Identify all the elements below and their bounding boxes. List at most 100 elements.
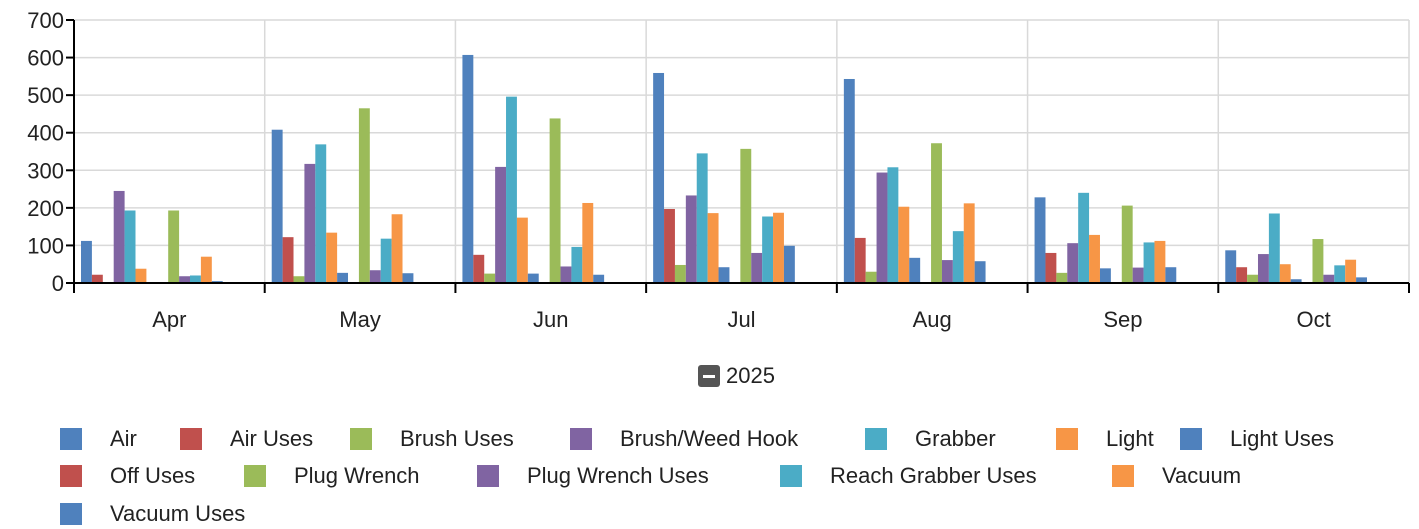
bar-air-uses-aug[interactable] (854, 237, 866, 283)
bar-plug-wrench-sep[interactable] (1121, 205, 1133, 283)
legend-item-off-uses[interactable]: Off Uses (60, 461, 195, 491)
bar-air-uses-may[interactable] (282, 237, 294, 283)
legend-item-brush-weed-hook[interactable]: Brush/Weed Hook (570, 424, 798, 454)
bar-brush-uses-jul[interactable] (674, 264, 686, 283)
bar-air-jun[interactable] (462, 54, 474, 283)
legend-swatch (180, 428, 202, 450)
bar-plug-wrench-uses-aug[interactable] (941, 260, 953, 283)
bar-grabber-jul[interactable] (696, 153, 708, 283)
bar-air-jul[interactable] (653, 72, 665, 284)
bar-light-uses-may[interactable] (337, 272, 349, 283)
bar-brush-uses-jun[interactable] (484, 273, 496, 283)
bar-light-uses-oct[interactable] (1290, 279, 1302, 283)
legend-item-light[interactable]: Light (1056, 424, 1154, 454)
bar-plug-wrench-jul[interactable] (740, 148, 752, 283)
bar-vacuum-jul[interactable] (773, 212, 784, 283)
bar-air-oct[interactable] (1225, 250, 1237, 283)
bar-reach-grabber-uses-jul[interactable] (762, 216, 774, 283)
bar-reach-grabber-uses-sep[interactable] (1143, 242, 1155, 283)
legend-swatch (780, 465, 802, 487)
bar-plug-wrench-uses-jul[interactable] (751, 252, 763, 283)
bar-plug-wrench-uses-jun[interactable] (560, 266, 572, 283)
bar-vacuum-oct[interactable] (1345, 259, 1357, 283)
legend-item-vacuum[interactable]: Vacuum (1112, 461, 1241, 491)
bar-air-sep[interactable] (1034, 197, 1046, 283)
bar-reach-grabber-uses-oct[interactable] (1334, 265, 1346, 283)
bar-brush-weed-hook-oct[interactable] (1257, 254, 1269, 283)
bar-reach-grabber-uses-may[interactable] (380, 238, 392, 283)
bar-vacuum-uses-jun[interactable] (593, 274, 605, 283)
bar-plug-wrench-may[interactable] (358, 108, 370, 284)
legend-item-plug-wrench[interactable]: Plug Wrench (244, 461, 420, 491)
bar-brush-uses-oct[interactable] (1247, 274, 1258, 283)
bar-air-aug[interactable] (843, 78, 855, 283)
bar-vacuum-sep[interactable] (1154, 240, 1166, 283)
bar-grabber-aug[interactable] (887, 167, 899, 283)
bar-reach-grabber-uses-jun[interactable] (571, 246, 583, 283)
legend-item-plug-wrench-uses[interactable]: Plug Wrench Uses (477, 461, 709, 491)
bar-reach-grabber-uses-apr[interactable] (190, 275, 201, 283)
bar-brush-uses-may[interactable] (293, 276, 305, 283)
bar-brush-weed-hook-aug[interactable] (876, 172, 888, 283)
bar-vacuum-aug[interactable] (963, 203, 975, 283)
bar-vacuum-may[interactable] (391, 214, 403, 283)
bar-grabber-oct[interactable] (1268, 213, 1280, 283)
bar-brush-weed-hook-jul[interactable] (685, 195, 697, 283)
legend-item-vacuum-uses[interactable]: Vacuum Uses (60, 499, 245, 529)
y-axis-tick-labels: 0 100 200 300 400 500 600 700 (27, 8, 64, 296)
bar-plug-wrench-uses-sep[interactable] (1132, 267, 1144, 283)
bar-grabber-may[interactable] (315, 144, 327, 283)
bar-light-apr[interactable] (135, 268, 147, 283)
bar-air-uses-jul[interactable] (664, 208, 675, 283)
bar-vacuum-jun[interactable] (582, 202, 594, 283)
bar-air-may[interactable] (271, 129, 283, 283)
bar-grabber-sep[interactable] (1078, 192, 1090, 283)
bar-grabber-jun[interactable] (506, 96, 517, 283)
bar-light-uses-jun[interactable] (527, 273, 539, 283)
bar-light-oct[interactable] (1279, 264, 1291, 283)
bar-light-uses-aug[interactable] (909, 257, 921, 283)
bar-brush-weed-hook-sep[interactable] (1067, 243, 1079, 283)
bar-brush-weed-hook-jun[interactable] (495, 166, 507, 283)
bar-light-uses-sep[interactable] (1099, 268, 1111, 283)
bar-plug-wrench-uses-apr[interactable] (179, 276, 190, 283)
series-group-toggle[interactable]: 2025 (698, 362, 775, 390)
bar-air-uses-sep[interactable] (1045, 252, 1057, 283)
bar-light-aug[interactable] (898, 206, 910, 283)
bar-brush-uses-sep[interactable] (1056, 272, 1068, 283)
bar-vacuum-uses-aug[interactable] (974, 261, 986, 283)
bar-plug-wrench-uses-oct[interactable] (1323, 274, 1335, 283)
legend-item-reach-grabber-uses[interactable]: Reach Grabber Uses (780, 461, 1037, 491)
bar-vacuum-uses-sep[interactable] (1165, 267, 1177, 283)
legend-item-brush-uses[interactable]: Brush Uses (350, 424, 514, 454)
bar-reach-grabber-uses-aug[interactable] (952, 231, 964, 283)
bar-vacuum-uses-may[interactable] (402, 273, 414, 283)
bar-air-uses-apr[interactable] (91, 274, 103, 283)
legend-item-air-uses[interactable]: Air Uses (180, 424, 313, 454)
bar-air-apr[interactable] (81, 240, 92, 283)
bar-grabber-apr[interactable] (124, 210, 136, 283)
bar-plug-wrench-uses-may[interactable] (369, 270, 381, 283)
bar-brush-weed-hook-apr[interactable] (113, 190, 125, 283)
bar-plug-wrench-aug[interactable] (931, 143, 942, 283)
bar-air-uses-jun[interactable] (473, 254, 485, 283)
bar-light-sep[interactable] (1089, 234, 1100, 283)
bar-light-jun[interactable] (516, 217, 528, 283)
legend-item-grabber[interactable]: Grabber (865, 424, 996, 454)
legend-item-air[interactable]: Air (60, 424, 137, 454)
legend-item-light-uses[interactable]: Light Uses (1180, 424, 1334, 454)
bar-plug-wrench-oct[interactable] (1312, 239, 1324, 283)
y-tick-label: 300 (27, 158, 64, 183)
bar-vacuum-uses-oct[interactable] (1356, 277, 1367, 283)
bar-chart: 0 100 200 300 400 500 600 700 Apr May Jun Jul Aug Se… (27, 8, 1410, 332)
bar-light-may[interactable] (326, 232, 338, 283)
bar-brush-uses-aug[interactable] (865, 271, 877, 283)
bar-light-uses-jul[interactable] (718, 267, 730, 283)
bar-vacuum-uses-jul[interactable] (783, 245, 795, 283)
bar-plug-wrench-apr[interactable] (168, 210, 180, 283)
bar-light-jul[interactable] (707, 213, 719, 283)
bar-vacuum-apr[interactable] (200, 256, 212, 283)
bar-air-uses-oct[interactable] (1236, 267, 1248, 283)
bar-plug-wrench-jun[interactable] (549, 118, 561, 284)
bar-brush-weed-hook-may[interactable] (304, 163, 316, 283)
